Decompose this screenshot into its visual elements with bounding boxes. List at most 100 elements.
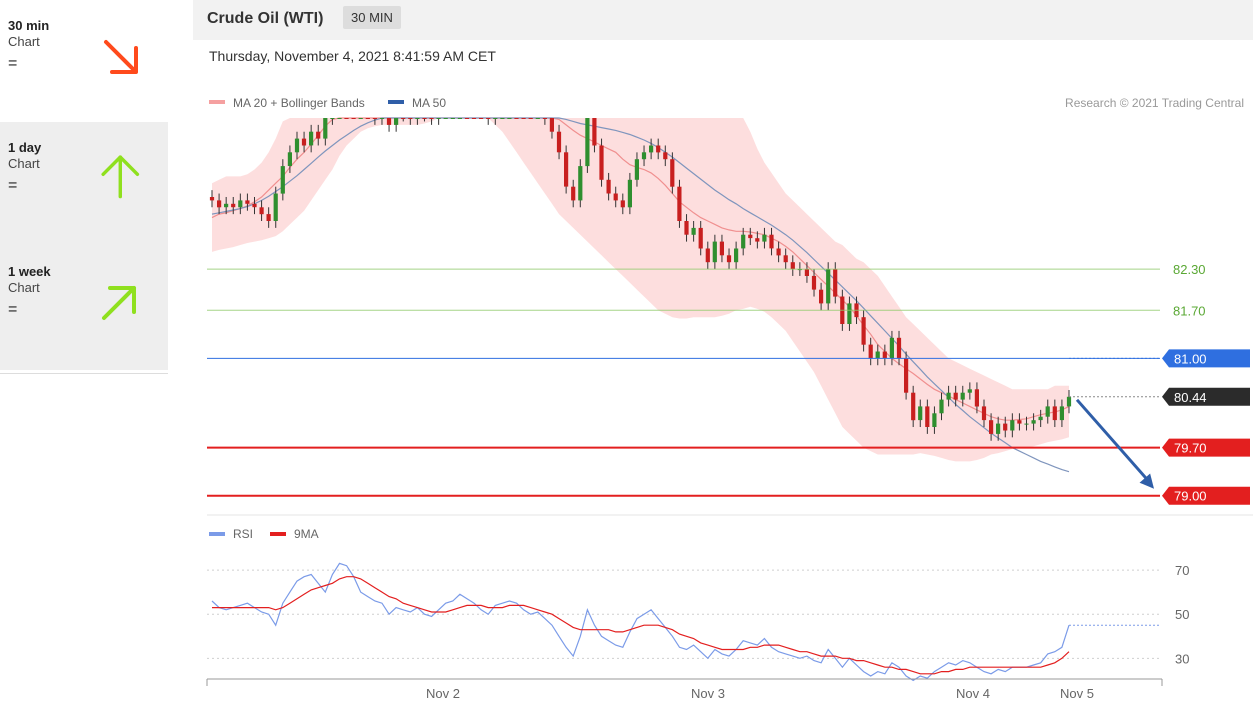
candle-body <box>252 203 257 208</box>
candle <box>684 214 689 242</box>
candle-body <box>238 200 243 208</box>
candle-body <box>826 269 831 304</box>
timeframe-1day[interactable]: 1 day Chart = <box>0 122 168 246</box>
candle <box>641 145 647 167</box>
candle <box>677 179 682 228</box>
candle-body <box>1059 406 1064 421</box>
candle-body <box>259 207 264 215</box>
candle-body <box>337 118 342 119</box>
rsi-legend: RSI 9MA <box>209 527 319 541</box>
candle <box>330 118 335 125</box>
candle <box>528 118 533 119</box>
rsi-plot: 70 50 30 <box>207 562 1189 682</box>
candle-body <box>273 193 278 221</box>
candle <box>337 118 342 119</box>
candle <box>394 118 399 132</box>
chart-datetime: Thursday, November 4, 2021 8:41:59 AM CE… <box>209 48 496 64</box>
candle <box>719 234 724 263</box>
candle-body <box>960 392 965 400</box>
candle <box>443 118 448 119</box>
x-tick-nov-2: Nov 2 <box>426 686 460 701</box>
level-tag-79.00 <box>1162 486 1250 505</box>
candle-body <box>946 392 951 400</box>
candle <box>344 118 349 119</box>
candle-body <box>776 248 781 256</box>
candle-body <box>911 392 916 421</box>
candle-body <box>358 118 363 119</box>
candle-body <box>677 186 682 221</box>
candle <box>974 382 979 414</box>
candle <box>252 196 257 215</box>
candle-body <box>726 255 732 263</box>
candle <box>542 118 547 125</box>
candle-body <box>755 238 760 242</box>
candle <box>507 118 512 119</box>
x-tick-nov-3: Nov 3 <box>691 686 725 701</box>
candle <box>946 385 951 407</box>
candle-body <box>748 234 753 239</box>
candle-body <box>989 420 994 434</box>
candle-body <box>981 406 987 421</box>
candle-body <box>316 131 321 139</box>
candle-body <box>684 221 689 235</box>
candle-body <box>1045 406 1050 417</box>
candle-body <box>372 118 377 119</box>
candle-body <box>804 269 809 276</box>
candle-body <box>663 152 668 160</box>
timeframe-sub: Chart <box>8 156 40 171</box>
rsi-tick-70: 70 <box>1175 563 1189 578</box>
candle-body <box>507 118 512 119</box>
candle <box>386 118 392 132</box>
candle-body <box>606 179 611 194</box>
timeframe-1week[interactable]: 1 week Chart = <box>0 246 168 370</box>
candle <box>323 118 328 146</box>
candle <box>776 241 781 263</box>
candle <box>415 118 420 125</box>
candle <box>734 241 739 270</box>
candle-body <box>309 131 314 146</box>
arrow-down-right-icon <box>104 40 138 74</box>
candle-body <box>209 197 215 201</box>
candle <box>287 145 292 173</box>
legend-rsi-swatch <box>209 532 225 536</box>
candle-body <box>294 138 300 153</box>
status-equal: = <box>8 55 18 72</box>
candle <box>493 118 498 125</box>
candle <box>316 124 321 146</box>
candle <box>500 118 505 119</box>
chart-header: Crude Oil (WTI) 30 MIN <box>193 0 1253 40</box>
candle <box>868 337 873 366</box>
timeframe-sub: Chart <box>8 280 40 295</box>
bollinger-band <box>212 118 1069 462</box>
candle <box>904 351 909 400</box>
candle-body <box>408 118 413 119</box>
candle <box>861 310 866 352</box>
candle-body <box>741 234 746 249</box>
candle <box>996 416 1001 441</box>
candle <box>769 227 774 256</box>
x-tick-nov-5: Nov 5 <box>1060 686 1094 701</box>
candle-body <box>939 399 944 414</box>
price-legend: MA 20 + Bollinger Bands MA 50 <box>209 96 446 110</box>
candle <box>549 118 554 139</box>
instrument-title: Crude Oil (WTI) <box>207 10 324 27</box>
level-tag-label-79.00: 79.00 <box>1174 489 1207 504</box>
candle-body <box>401 118 406 119</box>
candle <box>351 118 356 119</box>
candle-body <box>344 118 349 119</box>
candle <box>294 131 300 160</box>
candle-body <box>217 200 222 208</box>
level-tag-79.70 <box>1162 438 1250 457</box>
candle-body <box>620 200 625 208</box>
timeframe-30min[interactable]: 30 min Chart = <box>0 0 168 124</box>
candle-body <box>549 118 554 132</box>
candle <box>401 118 406 122</box>
candle-body <box>882 351 887 359</box>
legend-ma20-label: MA 20 + Bollinger Bands <box>233 96 365 110</box>
candle <box>925 399 930 434</box>
candle-body <box>613 193 618 201</box>
candle <box>564 145 569 194</box>
timeframe-badge[interactable]: 30 MIN <box>343 6 401 29</box>
candle-body <box>471 118 477 119</box>
candle-body <box>932 413 937 427</box>
